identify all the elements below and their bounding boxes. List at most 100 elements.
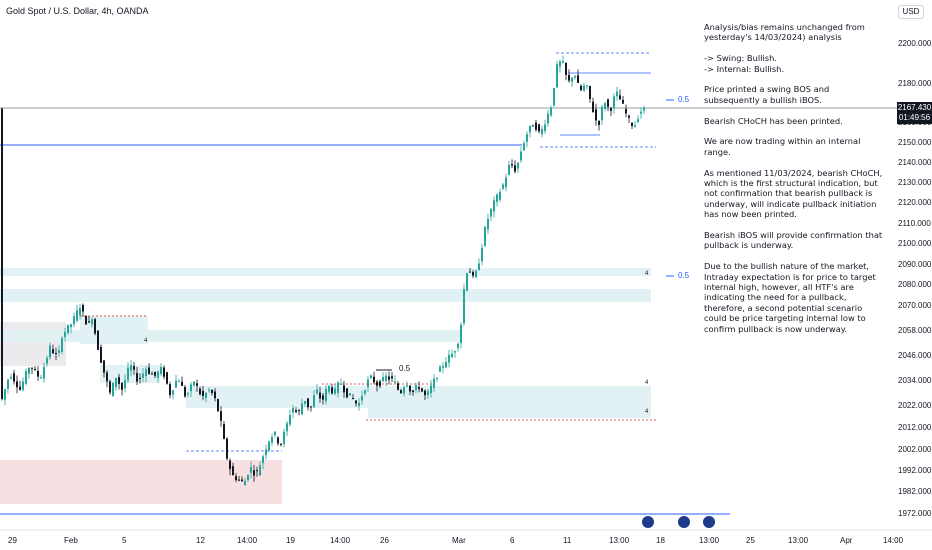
candle-body xyxy=(229,460,231,470)
candle-body xyxy=(199,388,201,395)
us-flag-icon[interactable] xyxy=(642,516,654,528)
candle-body xyxy=(514,165,516,172)
candle-body xyxy=(118,377,120,384)
time-tick-label: 6 xyxy=(510,536,515,545)
candle-body xyxy=(109,381,111,393)
candle-body xyxy=(130,365,132,371)
candle-body xyxy=(106,372,108,382)
candle-body xyxy=(226,438,228,459)
candle-body xyxy=(475,270,477,278)
price-tick-label: 2200.000 xyxy=(898,39,932,48)
candle-body xyxy=(133,366,135,370)
candle-body xyxy=(241,479,243,482)
demand-zone-low-2 xyxy=(368,406,651,418)
candle-body xyxy=(157,371,159,378)
time-tick-label: 29 xyxy=(8,536,17,545)
candle-body xyxy=(349,393,351,396)
candle-body xyxy=(634,125,636,128)
candle-body xyxy=(172,390,174,395)
candle-body xyxy=(34,368,36,370)
zone-label: 4 xyxy=(645,271,649,277)
candle-body xyxy=(277,437,279,444)
candle-body xyxy=(142,373,144,378)
price-tick-label: 2002.000 xyxy=(898,445,932,454)
candle-body xyxy=(499,191,501,200)
candle-body xyxy=(244,480,246,486)
supply-zone-bottom xyxy=(0,460,282,504)
time-tick-label: 13:00 xyxy=(609,536,630,545)
candle-body xyxy=(292,407,294,413)
candle-body xyxy=(154,371,156,376)
candle-body xyxy=(73,316,75,325)
candle-body xyxy=(208,389,210,391)
candle-body xyxy=(424,390,426,396)
candle-body xyxy=(430,385,432,394)
candle-body xyxy=(373,376,375,383)
candle-body xyxy=(553,88,555,106)
candle-body xyxy=(508,164,510,175)
candle-body xyxy=(469,271,471,273)
candle-body xyxy=(520,151,522,161)
candle-body xyxy=(175,380,177,388)
candle-body xyxy=(463,289,465,324)
candle-body xyxy=(286,423,288,432)
time-tick-label: 25 xyxy=(746,536,755,545)
candle-body xyxy=(613,96,615,109)
time-tick-label: 26 xyxy=(380,536,389,545)
candle-body xyxy=(580,85,582,91)
candle-body xyxy=(97,330,99,350)
candle-body xyxy=(28,367,30,375)
candle-body xyxy=(247,474,249,481)
candle-body xyxy=(637,119,639,123)
candle-body xyxy=(643,107,645,111)
candle-body xyxy=(67,324,69,333)
candle-body xyxy=(628,115,630,118)
candle-body xyxy=(103,360,105,373)
price-tick-label: 2070.000 xyxy=(898,301,932,310)
candle-body xyxy=(151,373,153,375)
candle-body xyxy=(415,385,417,390)
time-tick-label: 18 xyxy=(656,536,665,545)
candle-body xyxy=(253,470,255,476)
candle-body xyxy=(31,367,33,369)
time-tick-label: Apr xyxy=(840,536,853,545)
candle-body xyxy=(76,310,78,321)
candle-body xyxy=(121,382,123,390)
candle-body xyxy=(493,200,495,212)
time-tick-label: 19 xyxy=(286,536,295,545)
candle-body xyxy=(4,389,6,400)
us-flag-icon[interactable] xyxy=(678,516,690,528)
candle-body xyxy=(601,106,603,121)
us-flag-icon[interactable] xyxy=(703,516,715,528)
candle-body xyxy=(466,273,468,291)
price-tick-label: 2140.000 xyxy=(898,158,932,167)
candle-body xyxy=(412,390,414,393)
fib-label-mid: 0.5 xyxy=(399,364,411,373)
currency-button[interactable]: USD xyxy=(898,5,924,19)
time-tick-label: 12 xyxy=(196,536,205,545)
candle-body xyxy=(565,62,567,75)
candles-group xyxy=(1,55,645,486)
candle-body xyxy=(64,332,66,337)
candle-body xyxy=(535,122,537,130)
time-tick-label: 14:00 xyxy=(237,536,258,545)
candle-body xyxy=(544,124,546,131)
candle-body xyxy=(340,383,342,385)
candle-body xyxy=(406,385,408,387)
candle-body xyxy=(259,465,261,476)
time-tick-label: 14:00 xyxy=(883,536,904,545)
analysis-p3: Bearish CHoCH has been printed. xyxy=(704,115,843,126)
candle-body xyxy=(184,387,186,397)
price-tick-label: 2110.000 xyxy=(898,219,931,228)
candle-body xyxy=(379,381,381,387)
candle-body xyxy=(328,385,330,392)
candle-body xyxy=(502,184,504,189)
zone-label: 4 xyxy=(144,338,148,344)
candle-body xyxy=(283,431,285,444)
candle-body xyxy=(439,366,441,372)
candle-body xyxy=(22,381,24,390)
analysis-p6: Bearish iBOS will provide confirmation t… xyxy=(704,230,883,251)
price-tick-label: 2012.000 xyxy=(898,423,932,432)
time-tick-label: 11 xyxy=(563,536,572,545)
